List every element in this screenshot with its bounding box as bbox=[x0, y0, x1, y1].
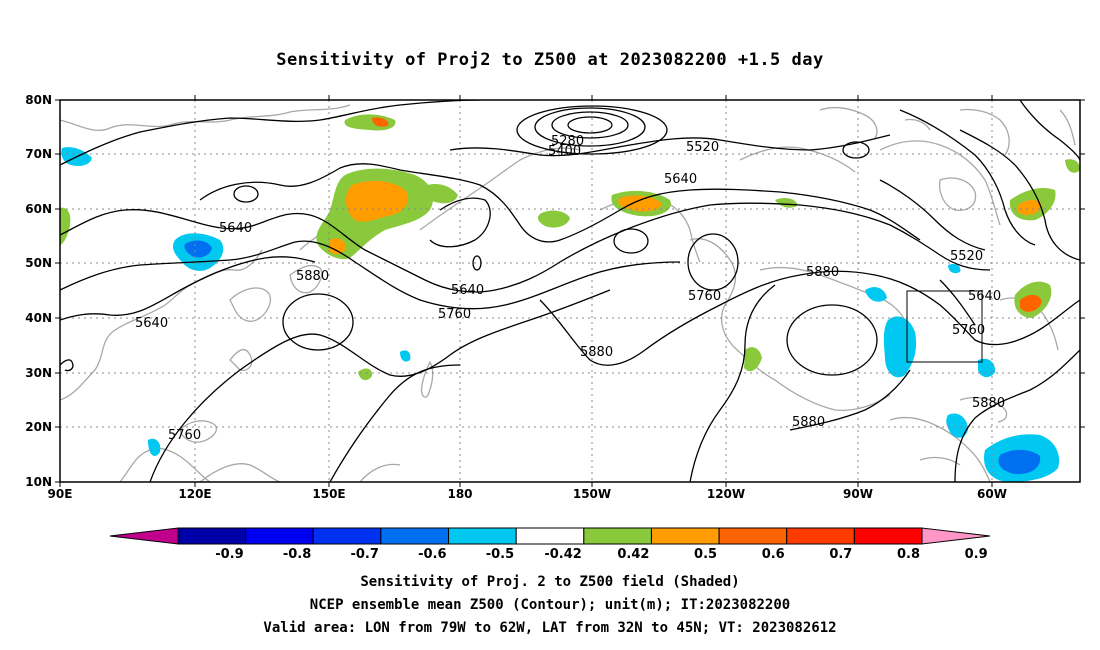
contour-label: 5760 bbox=[438, 307, 471, 322]
negative-sensitivity-core bbox=[184, 240, 212, 258]
negative-sensitivity-region bbox=[948, 263, 961, 274]
lon-label: 120W bbox=[707, 487, 745, 501]
caption-line-3: Valid area: LON from 79W to 62W, LAT fro… bbox=[263, 620, 837, 636]
colorbar-label: 0.6 bbox=[762, 547, 785, 562]
contour-label: 5520 bbox=[686, 140, 719, 155]
negative-sensitivity-region bbox=[978, 358, 996, 378]
contour-labels: 5280 5400 5520 5640 5640 5520 5640 5760 … bbox=[135, 134, 1005, 443]
colorbar-segment bbox=[245, 527, 314, 545]
lat-label: 10N bbox=[25, 475, 52, 489]
colorbar-label: -0.42 bbox=[544, 547, 581, 562]
positive-sensitivity-core bbox=[618, 195, 662, 212]
colorbar-segment bbox=[448, 527, 517, 545]
contour-label: 5280 bbox=[551, 134, 584, 149]
lon-label: 150E bbox=[312, 487, 345, 501]
grid-lines bbox=[60, 100, 1080, 482]
lat-label: 80N bbox=[25, 93, 52, 107]
positive-sensitivity-region bbox=[358, 368, 373, 381]
colorbar-label: -0.8 bbox=[283, 547, 311, 562]
contour-label: 5760 bbox=[952, 323, 985, 338]
positive-sensitivity-core bbox=[1018, 199, 1042, 216]
lat-label: 20N bbox=[25, 420, 52, 434]
latitude-axis: 80N 70N 60N 50N 40N 30N 20N 10N bbox=[25, 93, 1085, 489]
colorbar-segment bbox=[718, 527, 788, 545]
contour-label: 5880 bbox=[792, 415, 825, 430]
contour-label: 5760 bbox=[168, 428, 201, 443]
positive-sensitivity-region bbox=[775, 197, 798, 208]
colorbar-label: -0.9 bbox=[215, 547, 243, 562]
lat-label: 30N bbox=[25, 366, 52, 380]
negative-sensitivity-region bbox=[946, 413, 968, 438]
contour-label: 5520 bbox=[950, 249, 983, 264]
colorbar-segment bbox=[786, 527, 855, 545]
lat-label: 40N bbox=[25, 311, 52, 325]
contour-label: 5640 bbox=[135, 316, 168, 331]
lat-label: 60N bbox=[25, 202, 52, 216]
contour-label: 5640 bbox=[664, 172, 697, 187]
positive-sensitivity-core bbox=[1020, 294, 1042, 312]
contour-label: 5640 bbox=[968, 289, 1001, 304]
negative-sensitivity-region bbox=[400, 350, 411, 362]
lat-label: 70N bbox=[25, 147, 52, 161]
contour-label: 5640 bbox=[219, 221, 252, 236]
colorbar-segment bbox=[583, 527, 652, 545]
colorbar: -0.9 -0.8 -0.7 -0.6 -0.5 -0.42 0.42 0.5 0.6 0.7 0.… bbox=[109, 527, 991, 562]
positive-sensitivity-region bbox=[537, 210, 570, 228]
negative-sensitivity-region bbox=[148, 438, 161, 456]
colorbar-upper-extension bbox=[921, 527, 991, 545]
negative-sensitivity-core bbox=[998, 449, 1041, 475]
positive-sensitivity-core bbox=[330, 238, 346, 255]
lat-label: 50N bbox=[25, 256, 52, 270]
positive-sensitivity-region bbox=[744, 347, 762, 372]
positive-sensitivity-region bbox=[60, 207, 71, 245]
map-frame bbox=[59, 99, 1081, 483]
colorbar-label: -0.7 bbox=[350, 547, 378, 562]
lon-label: 90E bbox=[48, 487, 73, 501]
lon-label: 60W bbox=[977, 487, 1007, 501]
positive-sensitivity-region bbox=[1065, 159, 1080, 173]
colorbar-lower-extension bbox=[109, 527, 179, 545]
colorbar-label: -0.6 bbox=[418, 547, 446, 562]
positive-sensitivity-core bbox=[372, 117, 389, 127]
colorbar-label: 0.9 bbox=[965, 547, 988, 562]
plot-title: Sensitivity of Proj2 to Z500 at 20230822… bbox=[276, 50, 824, 70]
positive-sensitivity-region bbox=[419, 184, 458, 204]
negative-sensitivity-region bbox=[865, 287, 887, 302]
lon-label: 150W bbox=[573, 487, 611, 501]
colorbar-label: 0.5 bbox=[694, 547, 717, 562]
colorbar-label: 0.7 bbox=[829, 547, 852, 562]
lon-label: 120E bbox=[178, 487, 211, 501]
contour-label: 5760 bbox=[688, 289, 721, 304]
colorbar-segment bbox=[177, 527, 247, 545]
colorbar-segment bbox=[853, 527, 923, 545]
contour-label: 5880 bbox=[806, 265, 839, 280]
lon-label: 180 bbox=[447, 487, 472, 501]
lon-label: 90W bbox=[843, 487, 873, 501]
z500-contours bbox=[60, 100, 1080, 482]
negative-sensitivity-region bbox=[883, 316, 917, 378]
contour-label: 5880 bbox=[580, 345, 613, 360]
colorbar-segment bbox=[515, 527, 585, 545]
colorbar-segment bbox=[380, 527, 450, 545]
valid-area-box bbox=[906, 290, 983, 363]
contour-label: 5640 bbox=[451, 283, 484, 298]
colorbar-label: -0.5 bbox=[486, 547, 514, 562]
contour-label: 5880 bbox=[296, 269, 329, 284]
colorbar-segment bbox=[312, 527, 382, 545]
caption-line-1: Sensitivity of Proj. 2 to Z500 field (Sh… bbox=[360, 574, 740, 590]
positive-sensitivity-core bbox=[345, 180, 409, 222]
caption-line-2: NCEP ensemble mean Z500 (Contour); unit(… bbox=[309, 597, 791, 613]
contour-label: 5880 bbox=[972, 396, 1005, 411]
contour-label: 5400 bbox=[548, 144, 581, 159]
colorbar-label: 0.8 bbox=[897, 547, 920, 562]
colorbar-segment bbox=[650, 527, 720, 545]
colorbar-label: 0.42 bbox=[617, 547, 649, 562]
longitude-axis: 90E 120E 150E 180 150W 120W 90W 60W bbox=[48, 95, 1007, 501]
map-area bbox=[60, 100, 1080, 482]
sensitivity-shading bbox=[60, 114, 1080, 482]
